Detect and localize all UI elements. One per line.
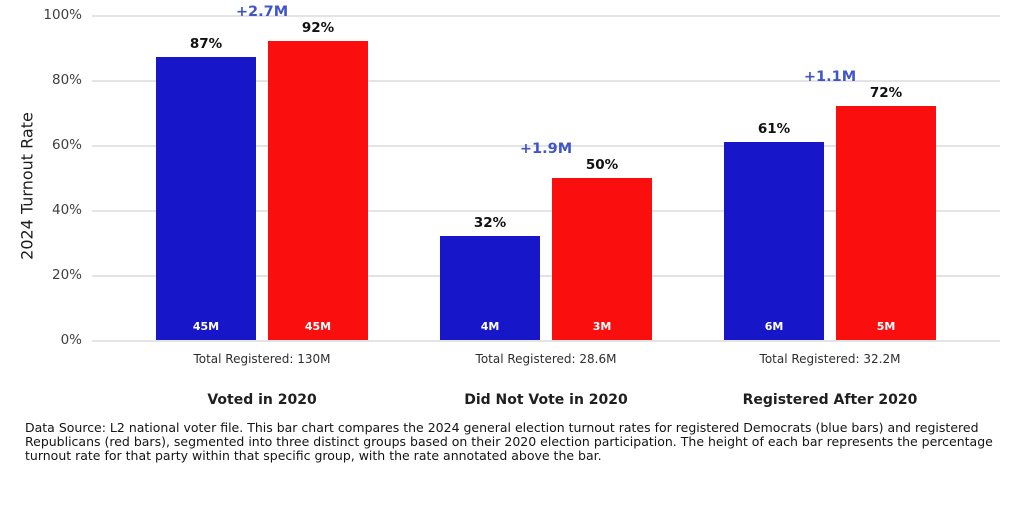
dem-rate-label: 32% [473, 215, 507, 231]
dem-rate-label: 87% [189, 36, 223, 53]
rep-rate-label: 72% [869, 85, 903, 101]
group-category-label: Did Not Vote in 2020 [464, 392, 628, 408]
rep-rate-label: 50% [585, 156, 619, 173]
advantage-annotation: +1.1M [803, 69, 857, 85]
gridline-80 [92, 80, 1000, 82]
y-tick-label-40: 40% [51, 202, 82, 218]
total-registered-label: Total Registered: 32.2M [759, 352, 901, 366]
rep-bar-count: 3M [592, 320, 612, 333]
total-registered-label: Total Registered: 130M [193, 352, 331, 366]
dem-bar: 4M [440, 236, 540, 340]
bar-group-voted-2020: +2.7M 87% 92% 45M 45M Total Registered: … [156, 0, 368, 512]
rep-rate-label: 92% [301, 20, 335, 36]
dem-bar-count: 6M [764, 320, 784, 333]
rep-bar: 45M [268, 41, 368, 340]
group-category-label: Voted in 2020 [207, 392, 317, 408]
group-category-label: Registered After 2020 [742, 392, 918, 408]
y-tick-label-100: 100% [43, 7, 82, 23]
advantage-annotation: +1.9M [519, 140, 573, 157]
bar-group-registered-after-2020: +1.1M 61% 72% 6M 5M Total Registered: 32… [724, 0, 936, 512]
rep-bar: 3M [552, 177, 652, 340]
dem-bar: 6M [724, 141, 824, 340]
gridline-40 [92, 210, 1000, 212]
dem-bar: 45M [156, 57, 256, 340]
rep-bar-count: 45M [304, 320, 332, 333]
gridline-60 [92, 145, 1000, 147]
y-tick-label-20: 20% [51, 267, 82, 283]
rep-bar-count: 5M [876, 320, 896, 333]
gridline-0 [92, 340, 1000, 342]
gridline-20 [92, 275, 1000, 277]
y-axis-title: 2024 Turnout Rate [17, 112, 37, 260]
advantage-annotation: +2.7M [235, 4, 289, 20]
rep-bar: 5M [836, 106, 936, 340]
y-tick-label-80: 80% [51, 72, 82, 88]
data-source-caption: Data Source: L2 national voter file. Thi… [25, 420, 993, 463]
dem-rate-label: 61% [757, 120, 791, 137]
total-registered-label: Total Registered: 28.6M [475, 352, 617, 366]
y-tick-label-60: 60% [51, 137, 82, 153]
bar-group-did-not-vote-2020: +1.9M 32% 50% 4M 3M Total Registered: 28… [440, 0, 652, 512]
y-tick-label-0: 0% [60, 332, 82, 348]
dem-bar-count: 4M [480, 320, 500, 333]
dem-bar-count: 45M [192, 320, 220, 333]
gridline-100 [92, 15, 1000, 17]
